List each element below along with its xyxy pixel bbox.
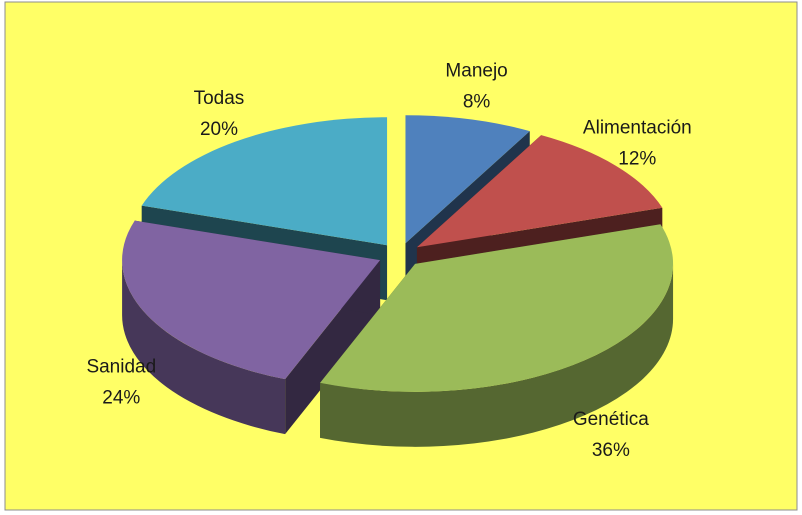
category-label: Alimentación xyxy=(583,118,692,139)
value-label: 20% xyxy=(200,119,238,140)
slice-side xyxy=(320,263,674,447)
slice xyxy=(122,220,381,380)
category-label: Todas xyxy=(194,88,245,109)
value-label: 8% xyxy=(463,91,491,112)
slice xyxy=(405,115,530,244)
slice-side xyxy=(122,260,286,435)
category-label: Manejo xyxy=(445,60,507,81)
category-label: Sanidad xyxy=(86,357,156,378)
slice xyxy=(416,135,663,248)
value-label: 36% xyxy=(592,440,630,461)
value-label: 24% xyxy=(102,388,140,409)
category-label: Genética xyxy=(573,409,649,430)
slice xyxy=(320,224,674,392)
slice xyxy=(141,117,388,246)
value-label: 12% xyxy=(618,149,656,170)
